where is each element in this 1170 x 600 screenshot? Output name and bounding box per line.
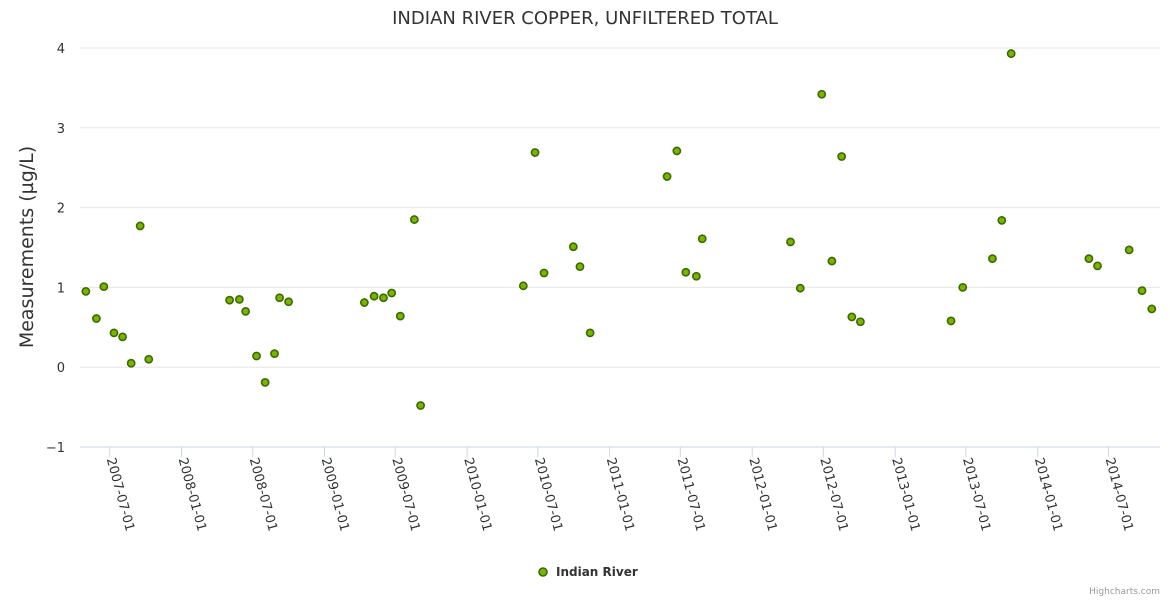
credits-link[interactable]: Highcharts.com [1089,587,1160,597]
y-tick-label: 4 [57,42,65,57]
legend[interactable]: Indian River [538,565,638,579]
data-point[interactable] [1124,245,1134,255]
data-point[interactable] [144,354,154,364]
data-point[interactable] [99,282,109,292]
y-tick-label: 0 [57,361,65,376]
data-point[interactable] [260,377,270,387]
data-point[interactable] [958,282,968,292]
data-point[interactable] [786,237,795,247]
data-point[interactable] [827,256,837,266]
data-point[interactable] [379,293,388,303]
data-point[interactable] [681,267,691,277]
data-point[interactable] [672,146,682,156]
data-point[interactable] [662,172,672,181]
data-point[interactable] [416,401,426,410]
data-point[interactable] [530,148,540,157]
data-point[interactable] [568,242,578,252]
data-point[interactable] [409,215,419,224]
data-point[interactable] [284,297,293,307]
data-point[interactable] [118,332,127,342]
data-point[interactable] [837,152,847,161]
data-point[interactable] [697,234,707,244]
grid-lines [80,47,1160,368]
data-point[interactable] [946,316,956,326]
y-tick-label: 2 [57,202,65,217]
legend-marker-indian-river [538,567,548,577]
data-point[interactable] [585,328,595,338]
data-point[interactable] [539,268,549,278]
data-point[interactable] [1137,286,1147,295]
data-point[interactable] [81,286,91,296]
data-point[interactable] [387,288,397,298]
data-point[interactable] [395,311,405,321]
data-point[interactable] [135,221,145,231]
data-point[interactable] [234,294,244,304]
data-point[interactable] [997,215,1007,225]
data-point[interactable] [109,328,119,338]
data-point[interactable] [1006,49,1016,58]
data-point[interactable] [241,306,251,316]
data-point[interactable] [369,291,379,301]
data-point[interactable] [988,254,997,264]
data-point[interactable] [1093,261,1102,271]
data-point[interactable] [1084,254,1094,264]
y-axis-label: Measurements (µg/L) [16,146,38,348]
y-axis-ticks: 4 3 2 1 0 −1 [46,42,65,456]
legend-label-indian-river[interactable]: Indian River [556,565,638,579]
data-point[interactable] [1147,304,1157,314]
data-point[interactable] [275,293,284,303]
data-point[interactable] [847,312,857,322]
data-point[interactable] [817,89,827,99]
series-indian-river[interactable] [81,49,1157,410]
chart-title: INDIAN RIVER COPPER, UNFILTERED TOTAL [392,8,778,29]
y-tick-label: −1 [46,441,65,456]
data-point[interactable] [225,295,234,305]
data-point[interactable] [575,262,585,272]
data-point[interactable] [691,271,701,281]
data-point[interactable] [518,281,528,291]
y-tick-label: 3 [57,122,65,137]
y-tick-label: 1 [57,281,65,296]
data-point[interactable] [856,317,865,327]
data-point[interactable] [270,349,279,359]
data-point[interactable] [252,351,261,361]
data-point[interactable] [92,314,101,323]
data-point[interactable] [359,298,369,307]
data-point[interactable] [126,358,136,368]
data-point[interactable] [795,283,805,293]
